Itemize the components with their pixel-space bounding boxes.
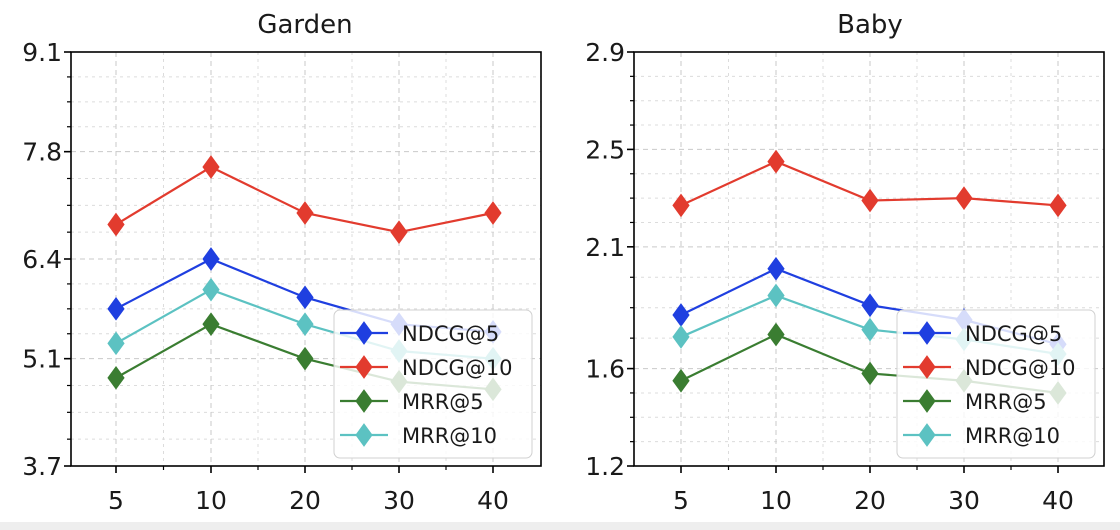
data-point (1049, 193, 1067, 218)
data-point (767, 283, 785, 308)
x-tick-label: 30 (383, 486, 415, 515)
legend-marker (918, 423, 936, 447)
legend-label: NDCG@10 (965, 356, 1076, 380)
y-tick-label: 2.9 (585, 38, 625, 67)
x-tick-label: 40 (1042, 486, 1074, 515)
y-tick-label: 3.7 (22, 452, 62, 481)
x-tick-label: 40 (477, 486, 509, 515)
legend-label: MRR@5 (965, 390, 1047, 414)
legend-marker (918, 321, 936, 345)
data-point (767, 322, 785, 347)
legend-label: MRR@10 (402, 424, 497, 448)
legend-label: MRR@5 (402, 390, 484, 414)
data-point (672, 368, 690, 393)
data-point (861, 188, 879, 213)
data-point (296, 285, 314, 310)
legend-marker (355, 355, 373, 379)
x-tick-label: 30 (948, 486, 980, 515)
y-tick-label: 1.2 (585, 452, 625, 481)
chart-title: Garden (257, 10, 352, 40)
data-point (202, 155, 220, 179)
y-tick-label: 2.1 (585, 233, 625, 262)
legend-box (896, 309, 1096, 459)
data-point (390, 220, 408, 245)
data-point (296, 312, 314, 337)
chart-title: Baby (837, 10, 903, 40)
axes-frame (633, 51, 1105, 467)
y-tick-label: 2.5 (585, 135, 625, 164)
legend-box (333, 309, 533, 459)
legend-label: NDCG@5 (965, 322, 1062, 346)
x-tick-label: 20 (854, 486, 886, 515)
legend: NDCG@5 NDCG@10 MRR@5 MRR@10 (896, 309, 1096, 459)
x-tick-label: 10 (760, 486, 792, 515)
data-point (107, 296, 125, 321)
legend: NDCG@5 NDCG@10 MRR@5 MRR@10 (333, 309, 533, 459)
data-point (861, 361, 879, 386)
x-tick-label: 5 (673, 486, 689, 515)
data-point (861, 293, 879, 318)
legend-label: NDCG@5 (402, 322, 499, 346)
data-point (202, 277, 220, 302)
y-tick-label: 5.1 (22, 345, 62, 374)
legend-label: NDCG@10 (402, 356, 513, 380)
legend-marker (918, 355, 936, 379)
legend-marker (355, 423, 373, 447)
data-point (107, 331, 125, 356)
legend-marker (355, 389, 373, 413)
y-tick-label: 6.4 (22, 245, 62, 274)
data-point (296, 201, 314, 225)
data-point (202, 247, 220, 271)
data-point (767, 149, 785, 174)
data-point (672, 325, 690, 349)
data-point (202, 312, 220, 337)
panel-garden: 3.75.16.47.89.15 10 20 30 40GardenNDCG@5NDCG… (22, 10, 542, 515)
data-point (861, 317, 879, 342)
x-tick-label: 5 (108, 486, 124, 515)
data-point (955, 186, 973, 210)
data-point (296, 346, 314, 371)
y-tick-label: 1.6 (585, 355, 625, 384)
legend-label: MRR@10 (965, 424, 1060, 448)
bottom-strip (0, 522, 1120, 530)
data-point (107, 212, 125, 237)
x-tick-label: 20 (289, 486, 321, 515)
x-tick-label: 10 (195, 486, 227, 515)
legend-marker (355, 321, 373, 345)
y-tick-label: 9.1 (22, 38, 62, 67)
panel-baby: 1.2 1.6 2.1 2.5 2.9 5 10 20 30 40 Baby NDCG@5 NDCG@1… (585, 10, 1105, 515)
data-point (484, 201, 502, 225)
data-point (107, 365, 125, 390)
legend-marker (918, 389, 936, 413)
data-point (672, 193, 690, 218)
data-point (767, 256, 785, 281)
y-tick-label: 7.8 (22, 138, 62, 167)
